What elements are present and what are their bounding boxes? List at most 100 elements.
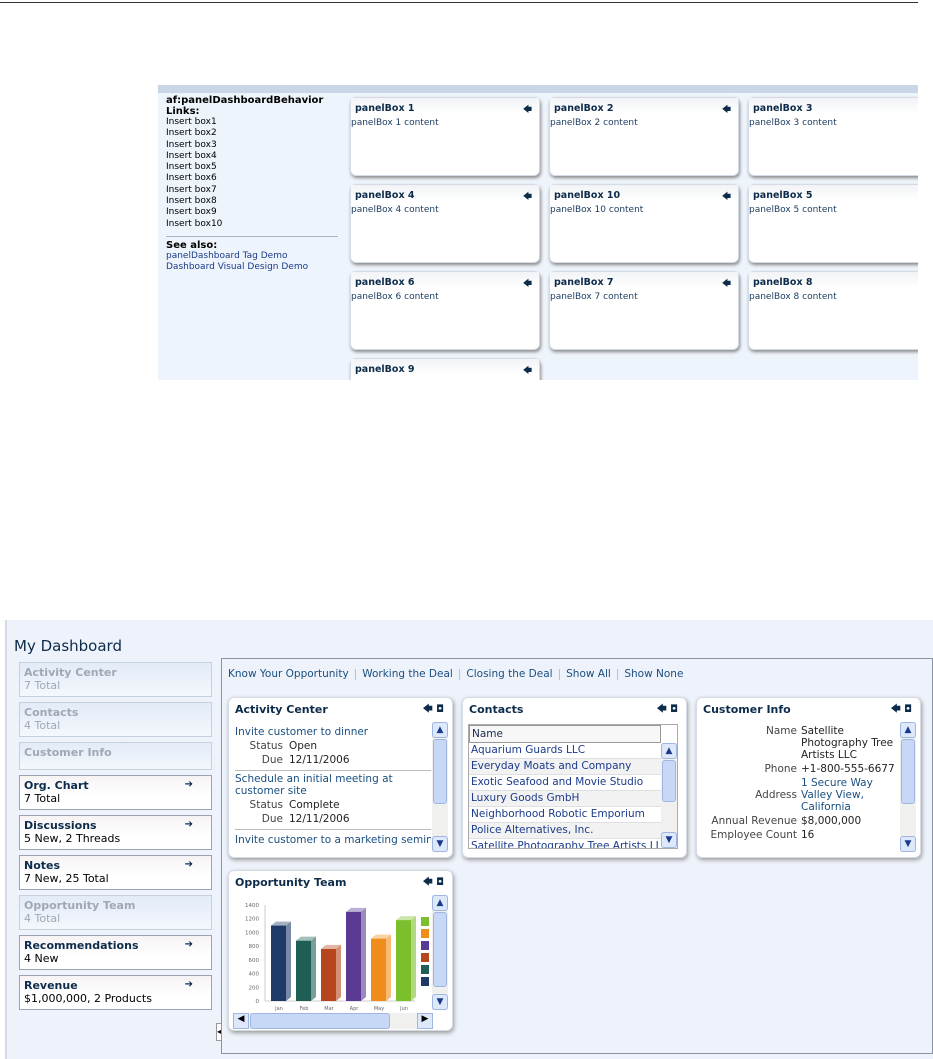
sidebar-item-summary: 4 New bbox=[24, 952, 59, 965]
insert-box-link[interactable]: Insert box7 bbox=[166, 184, 217, 195]
vertical-scrollbar[interactable]: ▲ ▼ bbox=[900, 722, 916, 852]
insert-box-link[interactable]: Insert box8 bbox=[166, 196, 217, 207]
x-tick-label: Jun bbox=[399, 1006, 408, 1012]
move-arrow-icon[interactable]: 🡄 bbox=[890, 704, 901, 715]
scroll-thumb[interactable] bbox=[433, 739, 447, 804]
panel-box: panelBox 6 🡄 panelBox 6 content bbox=[350, 271, 540, 350]
vertical-scrollbar[interactable]: ▲ ▼ bbox=[661, 743, 677, 848]
sidebar-item[interactable]: Opportunity Team 4 Total bbox=[19, 895, 212, 930]
contact-row[interactable]: Aquarium Guards LLC bbox=[469, 743, 661, 759]
vertical-scrollbar[interactable]: ▲ ▼ bbox=[432, 895, 448, 1010]
field-label: Address bbox=[755, 789, 797, 801]
scroll-thumb[interactable] bbox=[901, 739, 915, 804]
nav-link[interactable]: Show All bbox=[566, 668, 611, 680]
sidebar-item[interactable]: Customer Info bbox=[19, 742, 212, 770]
scroll-thumb[interactable] bbox=[433, 912, 447, 987]
insert-box-link[interactable]: Insert box9 bbox=[166, 207, 217, 218]
contact-row[interactable]: Police Alternatives, Inc. bbox=[469, 823, 661, 839]
move-arrow-icon[interactable]: 🡄 bbox=[522, 105, 532, 115]
sidebar-item[interactable]: Recommendations 4 New ➔ bbox=[19, 935, 212, 970]
x-tick-label: May bbox=[374, 1006, 384, 1012]
move-arrow-icon[interactable]: 🡄 bbox=[656, 704, 667, 715]
column-header-name[interactable]: Name bbox=[469, 725, 661, 743]
move-arrow-icon[interactable]: 🡄 bbox=[422, 704, 433, 715]
nav-link[interactable]: Show None bbox=[624, 668, 684, 680]
bar-side bbox=[361, 907, 366, 1001]
sidebar-item[interactable]: Revenue $1,000,000, 2 Products ➔ bbox=[19, 975, 212, 1010]
field-label: Annual Revenue bbox=[711, 815, 797, 827]
maximize-icon[interactable]: ◘ bbox=[670, 704, 678, 715]
field-value: 12/11/2006 bbox=[289, 754, 350, 766]
activity-title[interactable]: Invite customer to a marketing seminar bbox=[235, 834, 431, 846]
move-arrow-icon[interactable]: 🡄 bbox=[721, 105, 731, 115]
scroll-down-icon[interactable]: ▼ bbox=[432, 994, 448, 1010]
contact-row[interactable]: Satellite Photography Tree Artists LLC bbox=[469, 839, 661, 848]
sidebar-item[interactable]: Org. Chart 7 Total ➔ bbox=[19, 775, 212, 810]
activity-title[interactable]: Invite customer to dinner bbox=[235, 726, 369, 738]
move-arrow-icon[interactable]: 🡄 bbox=[522, 366, 532, 376]
links-header: af:panelDashboardBehavior Links: bbox=[166, 95, 324, 117]
field-label: Status bbox=[249, 740, 283, 752]
scroll-down-icon[interactable]: ▼ bbox=[661, 832, 677, 848]
scroll-up-icon[interactable]: ▲ bbox=[900, 722, 916, 738]
scroll-left-icon[interactable]: ◀ bbox=[233, 1013, 249, 1029]
sidebar-item-summary: 7 Total bbox=[24, 792, 61, 805]
move-arrow-icon[interactable]: 🡄 bbox=[522, 279, 532, 289]
move-arrow-icon[interactable]: 🡄 bbox=[721, 279, 731, 289]
bar-side bbox=[286, 921, 291, 1001]
customer-info-box: Customer Info 🡄 ◘ Name Satellite Photogra… bbox=[696, 697, 921, 858]
maximize-icon[interactable]: ◘ bbox=[436, 877, 444, 888]
activity-title[interactable]: Schedule an initial meeting at customer … bbox=[235, 773, 393, 797]
activity-field: Status Complete bbox=[235, 799, 431, 811]
move-arrow-icon[interactable]: 🡄 bbox=[522, 192, 532, 202]
panel-box: panelBox 10 🡄 panelBox 10 content bbox=[549, 184, 739, 263]
insert-box-link[interactable]: Insert box6 bbox=[166, 173, 217, 184]
move-arrow-icon[interactable]: 🡄 bbox=[721, 192, 731, 202]
contact-row[interactable]: Neighborhood Robotic Emporium bbox=[469, 807, 661, 823]
insert-box-link[interactable]: Insert box10 bbox=[166, 218, 223, 229]
sidebar-item-name: Revenue bbox=[24, 979, 78, 992]
sidebar-item-summary: 7 New, 25 Total bbox=[24, 872, 109, 885]
scroll-up-icon[interactable]: ▲ bbox=[432, 895, 448, 911]
nav-link[interactable]: Closing the Deal bbox=[466, 668, 553, 680]
panel-box-title: panelBox 10 bbox=[550, 185, 738, 201]
sidebar-item[interactable]: Activity Center 7 Total bbox=[19, 662, 212, 697]
box-title: Contacts bbox=[469, 703, 524, 716]
nav-link[interactable]: Working the Deal bbox=[362, 668, 453, 680]
scroll-thumb[interactable] bbox=[662, 760, 676, 802]
activity-item: Invite customer to dinner Status Open Due 12… bbox=[235, 724, 431, 771]
field-value: +1-800-555-6677 bbox=[801, 763, 895, 775]
panel-box: panelBox 4 🡄 panelBox 4 content bbox=[350, 184, 540, 263]
scroll-down-icon[interactable]: ▼ bbox=[900, 836, 916, 852]
scroll-right-icon[interactable]: ▶ bbox=[417, 1013, 433, 1029]
panel-box-content bbox=[351, 375, 539, 379]
panel-box-title: panelBox 9 bbox=[351, 359, 539, 375]
maximize-icon[interactable]: ◘ bbox=[904, 704, 912, 715]
maximize-icon[interactable]: ◘ bbox=[436, 704, 444, 715]
visual-design-demo-link[interactable]: Dashboard Visual Design Demo bbox=[166, 261, 309, 272]
contact-row[interactable]: Luxury Goods GmbH bbox=[469, 791, 661, 807]
scroll-down-icon[interactable]: ▼ bbox=[432, 836, 448, 852]
scroll-thumb[interactable] bbox=[250, 1013, 390, 1029]
sidebar-item-name: Org. Chart bbox=[24, 779, 89, 792]
insert-box-link[interactable]: Insert box4 bbox=[166, 150, 217, 161]
legend-swatch bbox=[421, 929, 429, 938]
y-tick-label: 600 bbox=[249, 958, 260, 964]
insert-box-link[interactable]: Insert box2 bbox=[166, 128, 217, 139]
tag-demo-link[interactable]: panelDashboard Tag Demo bbox=[166, 250, 288, 261]
insert-box-link[interactable]: Insert box1 bbox=[166, 117, 217, 127]
sidebar-item[interactable]: Contacts 4 Total bbox=[19, 702, 212, 737]
sidebar-item[interactable]: Notes 7 New, 25 Total ➔ bbox=[19, 855, 212, 890]
scroll-up-icon[interactable]: ▲ bbox=[432, 722, 448, 738]
bar-top bbox=[371, 934, 391, 939]
scroll-up-icon[interactable]: ▲ bbox=[661, 743, 677, 759]
move-arrow-icon[interactable]: 🡄 bbox=[422, 877, 433, 888]
insert-box-link[interactable]: Insert box5 bbox=[166, 162, 217, 173]
vertical-scrollbar[interactable]: ▲ ▼ bbox=[432, 722, 448, 852]
horizontal-scrollbar[interactable]: ◀ ▶ bbox=[233, 1013, 433, 1029]
insert-box-link[interactable]: Insert box3 bbox=[166, 139, 217, 150]
nav-link[interactable]: Know Your Opportunity bbox=[228, 668, 349, 680]
sidebar-item[interactable]: Discussions 5 New, 2 Threads ➔ bbox=[19, 815, 212, 850]
contact-row[interactable]: Everyday Moats and Company bbox=[469, 759, 661, 775]
contact-row[interactable]: Exotic Seafood and Movie Studio bbox=[469, 775, 661, 791]
